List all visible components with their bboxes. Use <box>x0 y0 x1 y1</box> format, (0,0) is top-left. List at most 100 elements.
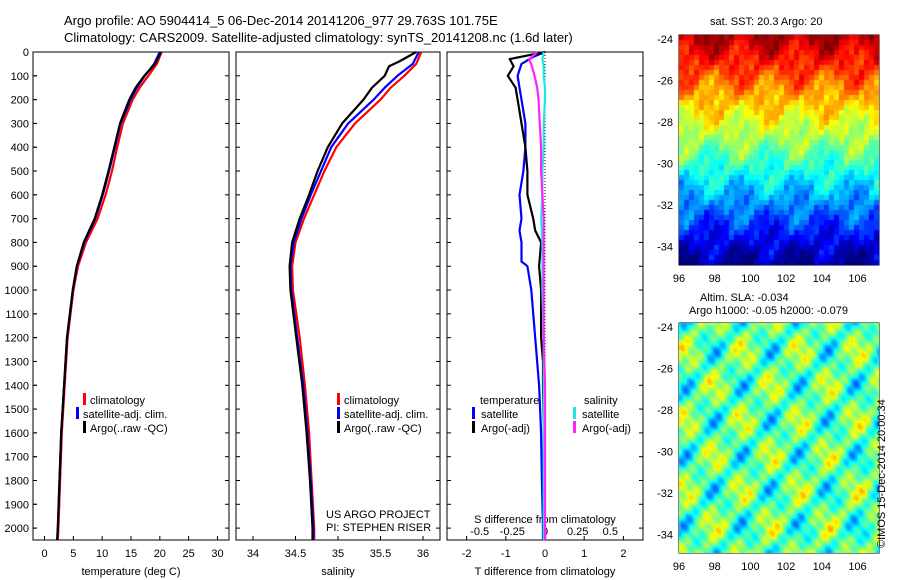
depth-tick-label: 1500 <box>5 404 29 416</box>
x-tick-label: 10 <box>96 548 108 560</box>
depth-tick-label: 900 <box>11 261 29 273</box>
lat-tick-label: -32 <box>657 200 673 212</box>
legend-label-climatology: climatology <box>90 395 146 407</box>
lon-tick-label: 104 <box>813 273 831 285</box>
difference-legend: temperature salinity satellite Argo(-adj… <box>472 395 631 435</box>
x2-tick-label: 0.5 <box>603 526 618 538</box>
depth-tick-label: 200 <box>11 95 29 107</box>
lon-tick-label: 96 <box>673 273 685 285</box>
legend-swatch-t-argo <box>472 421 475 433</box>
legend-swatch-satellite <box>76 407 79 419</box>
x-axis-label: T difference from climatology <box>475 566 616 578</box>
lat-tick-label: -28 <box>657 117 673 129</box>
legend-label-satellite: satellite-adj. clim. <box>344 409 428 421</box>
copyright-stamp: ©IMOS 15-Dec-2014 20:00:34 <box>876 399 888 548</box>
lat-tick-label: -26 <box>657 364 673 376</box>
x-tick-label: 20 <box>154 548 166 560</box>
salinity-panel: 34 34.5 35 35.5 36 salinity <box>236 51 440 578</box>
lat-tick-label: -30 <box>657 447 673 459</box>
legend-swatch-satellite <box>337 407 340 419</box>
depth-tick-label: 0 <box>23 47 29 59</box>
figure-title-line1: Argo profile: AO 5904414_5 06-Dec-2014 2… <box>64 13 498 28</box>
x-axis-label: temperature (deg C) <box>81 566 180 578</box>
legend-swatch-argo <box>337 421 340 433</box>
depth-tick-label: 400 <box>11 142 29 154</box>
x-tick-label: 15 <box>125 548 137 560</box>
x-tick-label: 34.5 <box>285 548 306 560</box>
lon-tick-label: 104 <box>813 561 831 573</box>
x-tick-label: -2 <box>462 548 472 560</box>
legend-swatch-climatology <box>83 393 86 405</box>
figure-title-line2: Climatology: CARS2009. Satellite-adjuste… <box>64 30 573 45</box>
lat-tick-label: -24 <box>657 34 673 46</box>
depth-tick-label: 2000 <box>5 523 29 535</box>
difference-panel: -2 -1 0 1 2 T difference from climatology -0.5… <box>447 50 643 578</box>
legend-heading-salinity: salinity <box>584 395 618 407</box>
x-tick-label: 0 <box>542 548 548 560</box>
depth-tick-label: 1000 <box>5 285 29 297</box>
x2-tick-label: -0.5 <box>470 526 489 538</box>
x-tick-label: 1 <box>581 548 587 560</box>
legend-swatch-climatology <box>337 393 340 405</box>
depth-axis: 0 100 200 300 400 500 600 700 800 900 1000 1100 1200… <box>5 47 37 535</box>
x-tick-label: 5 <box>70 548 76 560</box>
lon-tick-label: 102 <box>777 273 795 285</box>
legend-swatch-t-satellite <box>472 407 475 419</box>
depth-tick-label: 1100 <box>5 309 29 321</box>
depth-tick-label: 1200 <box>5 333 29 345</box>
legend-label-climatology: climatology <box>344 395 400 407</box>
series-line <box>288 51 417 540</box>
x-tick-label: 30 <box>211 548 223 560</box>
x-axis-label: salinity <box>321 566 355 578</box>
sst-map-title: sat. SST: 20.3 Argo: 20 <box>710 16 823 28</box>
legend-label-t-argo: Argo(-adj) <box>481 423 530 435</box>
legend-swatch-argo <box>83 421 86 433</box>
sla-map-title-2: Argo h1000: -0.05 h2000: -0.079 <box>689 305 849 317</box>
lon-tick-label: 102 <box>777 561 795 573</box>
lat-tick-label: -34 <box>657 530 673 542</box>
series-line <box>516 50 546 540</box>
legend-label-s-argo: Argo(-adj) <box>582 423 631 435</box>
series-line <box>56 51 163 541</box>
depth-tick-label: 600 <box>11 190 29 202</box>
x-tick-label: 0 <box>41 548 47 560</box>
salinity-panel-frame <box>235 51 441 541</box>
legend-label-argo: Argo(..raw -QC) <box>90 423 168 435</box>
lon-tick-label: 98 <box>709 273 721 285</box>
series-line <box>291 51 423 540</box>
credit-project: US ARGO PROJECT <box>326 509 431 521</box>
lon-tick-label: 106 <box>848 561 866 573</box>
lat-tick-label: -30 <box>657 159 673 171</box>
depth-tick-label: 1700 <box>5 452 29 464</box>
x-tick-label: 35 <box>332 548 344 560</box>
depth-tick-label: 100 <box>11 71 29 83</box>
x-tick-label: 2 <box>620 548 626 560</box>
depth-tick-label: 1300 <box>5 356 29 368</box>
legend-label-t-satellite: satellite <box>481 409 518 421</box>
sla-map-title-1: Altim. SLA: -0.034 <box>700 292 789 304</box>
depth-tick-label: 1600 <box>5 428 29 440</box>
lat-tick-label: -28 <box>657 405 673 417</box>
x-tick-label: 34 <box>247 548 259 560</box>
lat-tick-label: -32 <box>657 488 673 500</box>
legend-label-satellite: satellite-adj. clim. <box>83 409 167 421</box>
salinity-legend: climatology satellite-adj. clim. Argo(..… <box>337 393 428 435</box>
depth-tick-label: 800 <box>11 237 29 249</box>
lon-tick-label: 96 <box>673 561 685 573</box>
x2-tick-label: -0.25 <box>500 526 525 538</box>
legend-label-argo: Argo(..raw -QC) <box>344 423 422 435</box>
temperature-legend: climatology satellite-adj. clim. Argo(..… <box>76 393 168 435</box>
lat-tick-label: -26 <box>657 76 673 88</box>
x-tick-label: -1 <box>501 548 511 560</box>
series-line <box>56 51 162 541</box>
legend-swatch-s-argo <box>573 421 576 433</box>
temperature-panel: 0 5 10 15 20 25 30 temperature (deg C) <box>33 51 229 578</box>
sla-map <box>679 323 879 553</box>
lat-tick-label: -24 <box>657 322 673 334</box>
credit-pi: PI: STEPHEN RISER <box>326 522 431 534</box>
legend-label-s-satellite: satellite <box>582 409 619 421</box>
lat-tick-label: -34 <box>657 242 673 254</box>
sst-map <box>679 35 879 265</box>
depth-tick-label: 1900 <box>5 499 29 511</box>
legend-swatch-s-satellite <box>573 407 576 419</box>
